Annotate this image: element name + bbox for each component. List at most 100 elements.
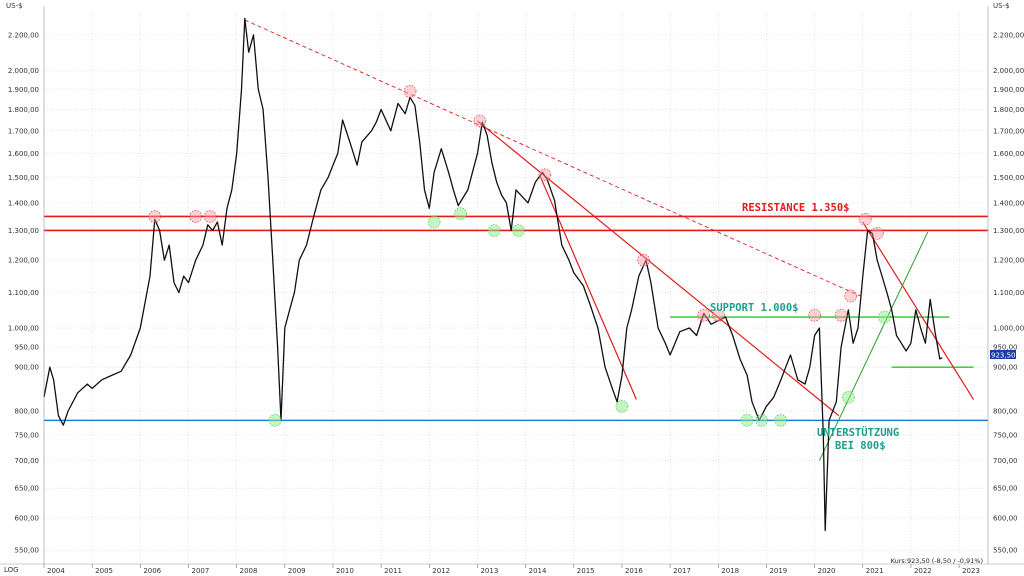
y-tick-label-right: 2.000,00 <box>993 67 1024 75</box>
resistance-pivot-marker <box>203 210 217 223</box>
y-tick-label-right: 800,00 <box>993 407 1018 415</box>
y-tick-label-right: 750,00 <box>993 431 1018 439</box>
y-tick-label-right: 1.900,00 <box>993 86 1024 94</box>
support-pivot-marker <box>268 414 282 427</box>
y-tick-label-right: 550,00 <box>993 547 1018 555</box>
y-tick-label-left: 1.100,00 <box>8 289 39 297</box>
y-tick-label-left: 950,00 <box>15 344 40 352</box>
x-tick-label: 2014 <box>529 567 547 575</box>
downtrend-line-2021 <box>862 221 975 400</box>
y-tick-label-left: 1.900,00 <box>8 86 39 94</box>
x-tick-label: 2007 <box>191 567 209 575</box>
last-price-tag: 923,50 <box>991 352 1016 360</box>
x-tick-label: 2022 <box>914 567 932 575</box>
x-tick-label: 2020 <box>818 567 836 575</box>
last-price-tag-box <box>990 350 1016 359</box>
resistance-pivot-marker <box>711 308 725 322</box>
x-tick-label: 2012 <box>432 567 450 575</box>
y-tick-label-right: 1.100,00 <box>993 289 1024 297</box>
support-label: SUPPORT 1.000$ <box>710 302 799 314</box>
x-tick-label: 2011 <box>384 567 402 575</box>
resistance-pivot-marker <box>473 114 487 128</box>
resistance-label: RESISTANCE 1.350$ <box>742 202 849 214</box>
y-tick-label-right: 1.500,00 <box>993 174 1024 182</box>
y-tick-label-right: 700,00 <box>993 457 1018 465</box>
x-tick-label: 2013 <box>480 567 498 575</box>
resistance-pivot-marker <box>403 85 417 98</box>
x-tick-label: 2009 <box>288 567 306 575</box>
y-tick-label-right: 1.600,00 <box>993 150 1024 158</box>
dashed-long-term-trendline <box>244 19 861 297</box>
downtrend-line-2014 <box>539 175 637 400</box>
resistance-pivot-marker <box>834 308 848 322</box>
resistance-pivot-marker <box>697 308 711 322</box>
x-tick-label: 2017 <box>673 567 691 575</box>
y-tick-label-left: 1.700,00 <box>8 127 39 135</box>
scale-label: LOG <box>4 566 19 574</box>
y-tick-label-right: 1.400,00 <box>993 199 1024 207</box>
resistance-pivot-marker <box>844 289 858 303</box>
y-tick-label-right: 1.300,00 <box>993 227 1024 235</box>
support-pivot-marker <box>615 400 629 413</box>
x-tick-label: 2023 <box>962 567 980 575</box>
resistance-pivot-marker <box>637 253 650 267</box>
support-pivot-marker <box>740 414 754 427</box>
y-tick-label-right: 1.800,00 <box>993 106 1024 114</box>
y-tick-label-left: 1.300,00 <box>8 227 39 235</box>
downtrend-line-2013 <box>477 120 840 417</box>
price-series <box>43 17 943 532</box>
y-tick-label-right: 600,00 <box>993 514 1018 522</box>
y-tick-label-left: 1.500,00 <box>8 174 39 182</box>
price-line <box>43 17 943 532</box>
y-tick-label-left: 750,00 <box>15 431 40 439</box>
resistance-pivot-marker <box>538 168 552 182</box>
y-tick-label-left: 550,00 <box>15 547 40 555</box>
x-tick-label: 2019 <box>769 567 787 575</box>
y-tick-label-left: 2.200,00 <box>8 31 39 39</box>
y-tick-label-right: 1.700,00 <box>993 127 1024 135</box>
y-tick-label-left: 600,00 <box>15 514 40 522</box>
y-tick-label-left: 1.400,00 <box>8 199 39 207</box>
y-tick-label-right: 900,00 <box>993 364 1018 372</box>
x-tick-label: 2005 <box>95 567 113 575</box>
y-tick-label-left: 1.600,00 <box>8 150 39 158</box>
y-tick-label-right: 1.200,00 <box>993 257 1024 265</box>
x-tick-label: 2008 <box>240 567 258 575</box>
y-tick-label-left: 2.000,00 <box>8 67 39 75</box>
y-tick-label-left: 1.200,00 <box>8 257 39 265</box>
x-tick-label: 2015 <box>577 567 595 575</box>
support-pivot-marker <box>878 310 891 324</box>
x-tick-label: 2010 <box>336 567 354 575</box>
x-tick-label: 2006 <box>143 567 161 575</box>
resistance-pivot-marker <box>189 210 203 223</box>
x-tick-label: 2016 <box>625 567 643 575</box>
x-tick-label: 2018 <box>721 567 739 575</box>
support-pivot-marker <box>755 414 768 427</box>
resistance-pivot-marker <box>808 308 821 322</box>
support-pivot-marker <box>488 224 501 237</box>
y-tick-label-left: 900,00 <box>15 364 40 372</box>
trend-lines <box>244 19 975 461</box>
uptrend-line <box>818 231 929 461</box>
unterstuetzung-sub-label: BEI 800$ <box>835 440 886 452</box>
support-pivot-marker <box>842 390 855 404</box>
resistance-pivot-marker <box>870 227 884 240</box>
support-pivot-marker <box>512 224 525 237</box>
y-tick-label-right: 950,00 <box>993 344 1018 352</box>
support-pivot-marker <box>454 207 467 221</box>
y-tick-label-right: 1.000,00 <box>993 325 1024 333</box>
resistance-pivot-marker <box>148 210 162 223</box>
y-tick-label-left: 650,00 <box>15 485 40 493</box>
y-tick-label-left: 1.800,00 <box>8 106 39 114</box>
x-tick-label: 2004 <box>47 567 65 575</box>
grid <box>43 12 988 564</box>
y-tick-label-left: 800,00 <box>15 407 40 415</box>
support-pivot-marker <box>774 414 788 427</box>
price-footer: Kurs:923,50 (-8,50 / -0,91%) <box>891 557 983 565</box>
resistance-pivot-marker <box>858 212 872 226</box>
y-tick-label-right: 2.200,00 <box>993 31 1024 39</box>
axes: 550,00 550,00 600,00 600,00 650,00 650,00 700,… <box>0 6 1024 575</box>
unit-label-left: US-$ <box>6 2 23 10</box>
y-tick-label-left: 1.000,00 <box>8 325 39 333</box>
